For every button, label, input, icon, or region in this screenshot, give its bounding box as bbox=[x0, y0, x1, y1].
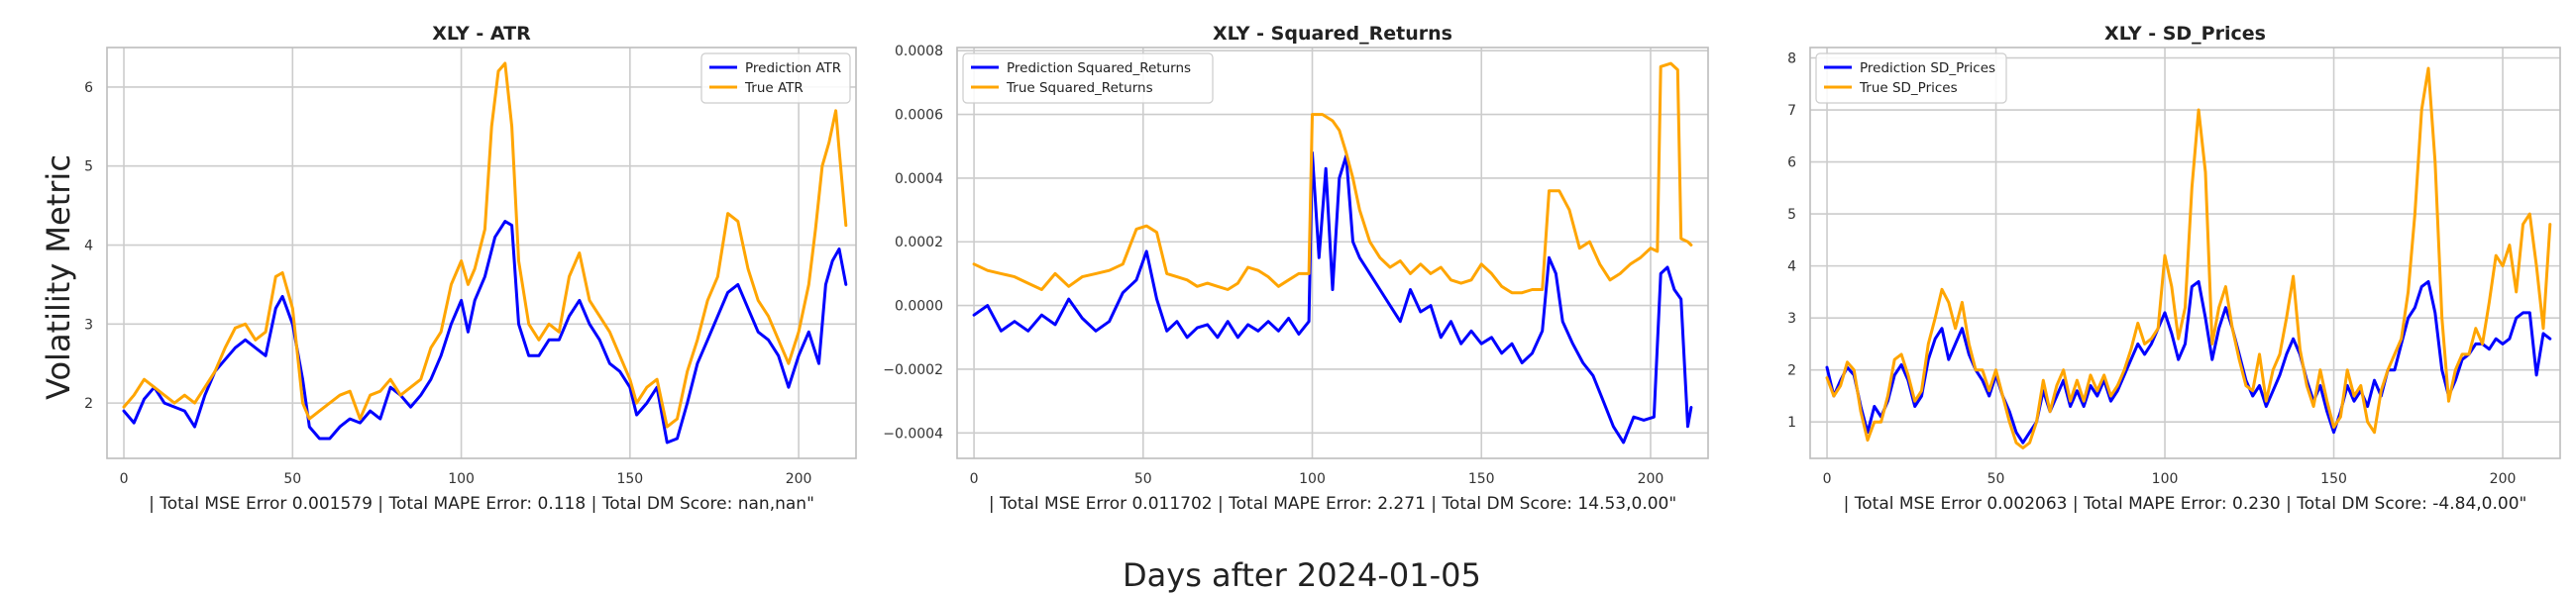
legend-label: True Squared_Returns bbox=[1006, 80, 1153, 96]
y-tick-label: 2 bbox=[84, 396, 93, 412]
legend-box bbox=[700, 52, 851, 104]
x-tick-label: 150 bbox=[1468, 471, 1495, 487]
legend-label: Prediction SD_Prices bbox=[1860, 60, 1995, 76]
x-tick-label: 100 bbox=[448, 471, 475, 487]
y-tick-label: 0.0008 bbox=[895, 44, 943, 59]
chart-title: XLY - Squared_Returns bbox=[1213, 23, 1452, 45]
legend-label: Prediction Squared_Returns bbox=[1007, 60, 1191, 76]
series-line-prediction bbox=[122, 220, 848, 445]
y-tick-label: 4 bbox=[84, 239, 93, 254]
plot-frame bbox=[956, 47, 1709, 459]
chart-caption: | Total MSE Error 0.011702 | Total MAPE … bbox=[989, 494, 1676, 514]
x-tick-label: 0 bbox=[1823, 471, 1832, 487]
legend: Prediction Squared_Returns True Squared_R… bbox=[962, 52, 1214, 104]
x-tick-label: 50 bbox=[283, 471, 301, 487]
x-tick-label: 50 bbox=[1987, 471, 2005, 487]
x-tick-label: 100 bbox=[2152, 471, 2179, 487]
series-line-true bbox=[972, 61, 1693, 295]
chart-caption: | Total MSE Error 0.001579 | Total MAPE … bbox=[149, 494, 814, 514]
x-tick-label: 150 bbox=[616, 471, 643, 487]
y-tick-label: 0.0004 bbox=[895, 171, 943, 187]
chart-caption: | Total MSE Error 0.002063 | Total MAPE … bbox=[1844, 494, 2527, 514]
x-tick-label: 200 bbox=[1638, 471, 1664, 487]
y-tick-label: 0.0002 bbox=[895, 235, 943, 250]
legend-box bbox=[1815, 52, 2007, 104]
y-tick-label: 3 bbox=[1787, 311, 1796, 327]
series-line-true bbox=[1825, 66, 2552, 449]
series-line-true bbox=[122, 61, 848, 429]
legend-label: True SD_Prices bbox=[1859, 80, 1958, 96]
y-tick-label: 0.0006 bbox=[895, 108, 943, 124]
plot-frame bbox=[106, 47, 857, 459]
y-tick-label: 1 bbox=[1787, 415, 1796, 431]
x-tick-label: 200 bbox=[786, 471, 812, 487]
x-tick-label: 0 bbox=[120, 471, 129, 487]
legend: Prediction ATR True ATR bbox=[700, 52, 851, 104]
x-tick-label: 0 bbox=[970, 471, 979, 487]
y-tick-label: 5 bbox=[1787, 207, 1796, 223]
x-tick-label: 50 bbox=[1134, 471, 1152, 487]
y-tick-label: −0.0004 bbox=[883, 426, 943, 442]
y-tick-label: 5 bbox=[84, 159, 93, 175]
y-tick-label: 6 bbox=[1787, 155, 1796, 171]
y-tick-label: 0.0000 bbox=[895, 299, 943, 315]
chart-title: XLY - SD_Prices bbox=[2104, 23, 2266, 45]
y-tick-label: 2 bbox=[1787, 363, 1796, 379]
y-tick-label: 6 bbox=[84, 80, 93, 96]
y-tick-label: 3 bbox=[84, 317, 93, 333]
chart-panel-1: 0 50 100 150 200 2 3 4 5 6 XLY - ATR | Total MSE Er… bbox=[84, 23, 857, 514]
figure-xlabel: Days after 2024-01-05 bbox=[1123, 556, 1481, 594]
series-line-prediction bbox=[972, 150, 1693, 445]
x-tick-label: 200 bbox=[2490, 471, 2517, 487]
y-tick-label: −0.0002 bbox=[883, 362, 943, 378]
chart-panel-3: 0 50 100 150 200 1 2 3 4 5 6 7 8 XLY - SD_Prices | Tot… bbox=[1787, 23, 2561, 514]
y-tick-label: 7 bbox=[1787, 103, 1796, 119]
x-tick-label: 150 bbox=[2320, 471, 2347, 487]
y-tick-label: 4 bbox=[1787, 259, 1796, 275]
legend-box bbox=[962, 52, 1214, 104]
legend: Prediction SD_Prices True SD_Prices bbox=[1815, 52, 2007, 104]
chart-title: XLY - ATR bbox=[432, 23, 531, 45]
chart-panel-2: 0 50 100 150 200 −0.0004 −0.0002 0.0000 0.0002 0.… bbox=[883, 23, 1709, 514]
series-line-prediction bbox=[1825, 279, 2552, 445]
x-tick-label: 100 bbox=[1299, 471, 1326, 487]
plot-frame bbox=[1809, 47, 2561, 459]
figure-ylabel: Volatility Metric bbox=[40, 154, 77, 400]
legend-label: True ATR bbox=[744, 80, 804, 96]
y-tick-label: 8 bbox=[1787, 51, 1796, 67]
legend-label: Prediction ATR bbox=[745, 60, 841, 76]
